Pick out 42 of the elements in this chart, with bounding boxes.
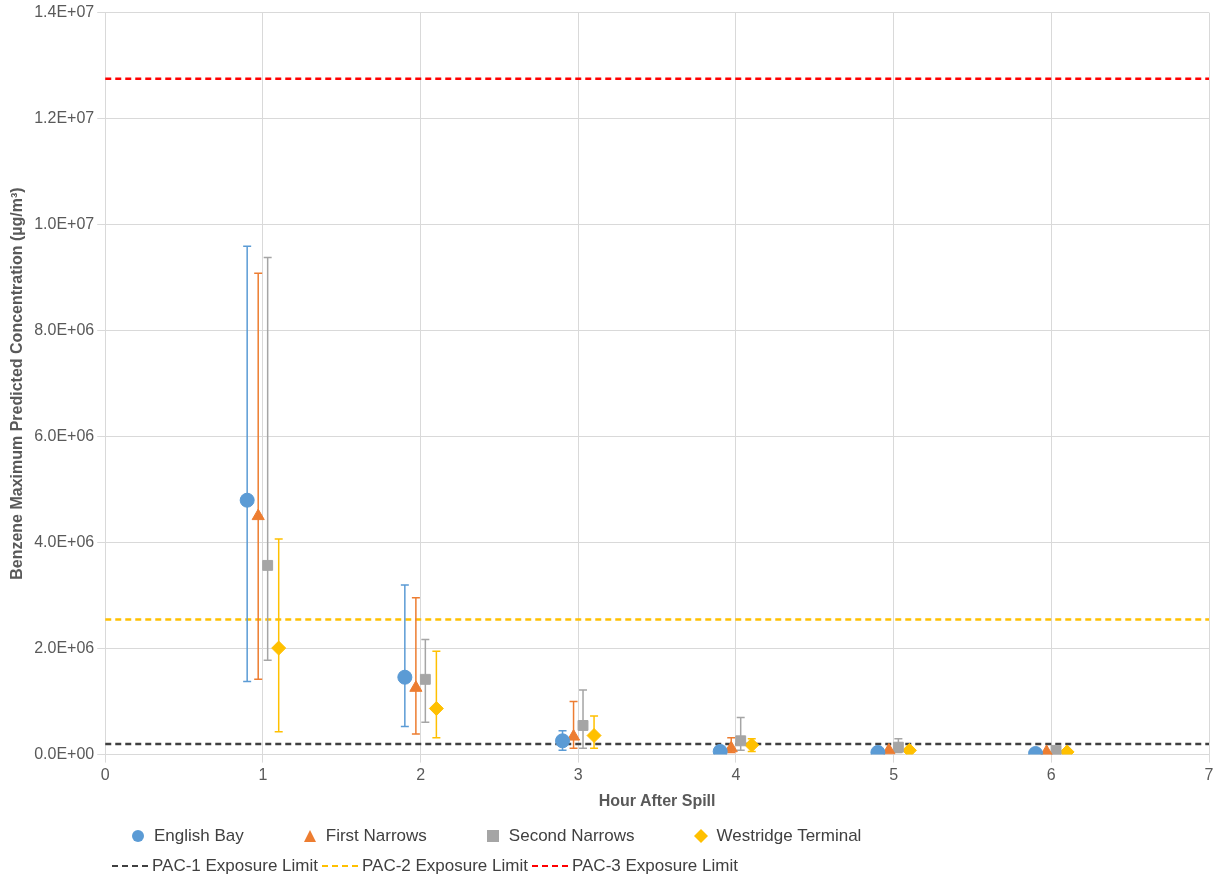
x-tick-label: 2: [416, 765, 426, 783]
x-axis-title: Hour After Spill: [598, 791, 716, 809]
x-tick-label: 1: [258, 765, 268, 783]
point: [901, 742, 917, 755]
y-tick-label: 6.0E+06: [34, 427, 95, 445]
y-tick-label: 1.0E+07: [34, 215, 95, 233]
point: [724, 740, 738, 753]
point: [735, 735, 747, 747]
point: [586, 728, 602, 744]
legend-label: Westridge Terminal: [716, 826, 862, 846]
legend-label: First Narrows: [325, 826, 427, 846]
point: [419, 673, 431, 685]
point: [567, 729, 581, 741]
point: [262, 559, 274, 571]
y-tick-label: 4.0E+06: [34, 533, 95, 551]
legend-label: PAC-3 Exposure Limit: [571, 856, 738, 876]
y-tick-label: 1.4E+07: [34, 3, 95, 21]
y-tick-label: 1.2E+07: [34, 109, 95, 127]
point: [577, 720, 589, 731]
point: [882, 742, 896, 755]
y-tick-label: 0.0E+00: [34, 745, 95, 763]
legend-label: PAC-1 Exposure Limit: [152, 856, 318, 876]
x-tick-label: 0: [100, 765, 110, 783]
x-tick-label: 4: [731, 765, 741, 783]
x-tick-label: 7: [1204, 765, 1214, 783]
x-tick-label: 3: [573, 765, 583, 783]
point: [397, 669, 413, 685]
point: [892, 741, 904, 753]
point: [1050, 744, 1062, 755]
x-tick-label: 6: [1046, 765, 1056, 783]
point: [271, 640, 287, 656]
point: [251, 508, 265, 521]
y-tick-label: 2.0E+06: [34, 639, 95, 657]
point: [428, 700, 444, 716]
x-tick-label: 5: [889, 765, 899, 783]
point: [239, 492, 255, 508]
y-tick-label: 8.0E+06: [34, 321, 95, 339]
y-axis-title: Benzene Maximum Predicted Concentration (µg/m³): [8, 187, 26, 580]
legend-label: Second Narrows: [508, 826, 635, 846]
point: [409, 680, 423, 692]
legend-label: PAC-2 Exposure Limit: [361, 856, 528, 876]
legend-label: English Bay: [154, 826, 244, 846]
